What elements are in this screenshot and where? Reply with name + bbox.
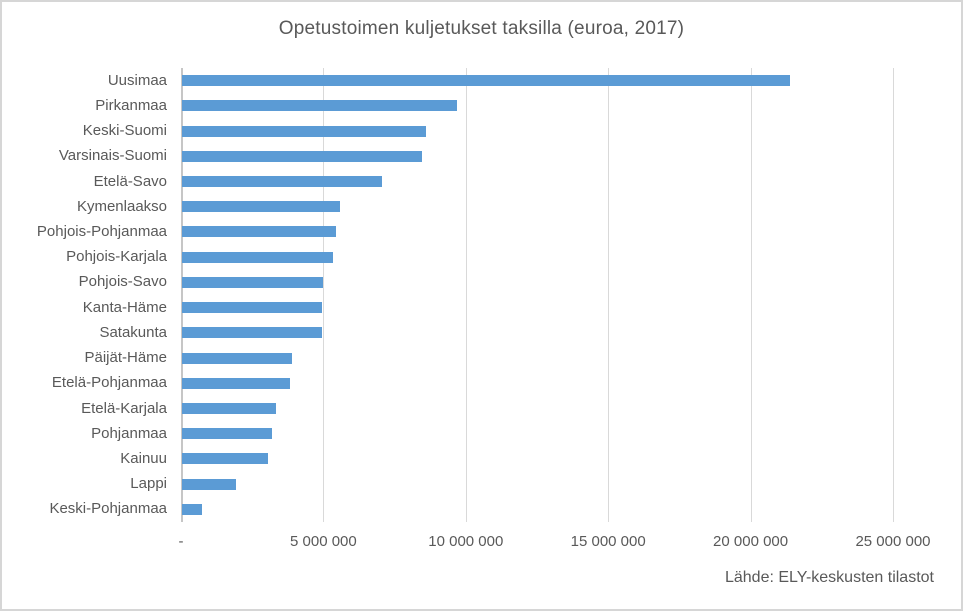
bar-etel-pohjanmaa [182, 377, 291, 389]
bar-pirkanmaa [182, 100, 458, 112]
category-label: Kymenlaakso [76, 197, 167, 215]
bar-kymenlaakso [182, 201, 341, 213]
x-tick-label: 20 000 000 [713, 533, 789, 550]
bar-uusimaa [182, 75, 790, 87]
category-label: Lappi [130, 475, 167, 493]
category-label: Keski-Suomi [82, 122, 167, 140]
gridline [466, 68, 467, 522]
y-axis-line [181, 68, 183, 522]
gridline [608, 68, 609, 522]
x-tick-label: 15 000 000 [570, 533, 646, 550]
bar-pohjois-pohjanmaa [182, 226, 336, 238]
bar-lappi [182, 478, 237, 490]
bar-p-ij-t-h-me [182, 352, 292, 364]
gridline [751, 68, 752, 522]
chart-title: Opetustoimen kuljetukset taksilla (euroa… [278, 18, 685, 39]
category-label: Pohjois-Savo [78, 273, 167, 291]
source-note: Lähde: ELY-keskusten tilastot [724, 569, 934, 586]
bar-pohjois-savo [182, 276, 324, 288]
plot-area [181, 68, 894, 522]
category-label: Etelä-Savo [93, 172, 167, 190]
bar-pohjanmaa [182, 428, 272, 440]
bar-keski-pohjanmaa [182, 503, 202, 515]
category-label: Kanta-Häme [82, 298, 167, 316]
category-label: Uusimaa [107, 71, 167, 89]
category-label: Etelä-Pohjanmaa [51, 374, 167, 392]
bar-varsinais-suomi [182, 150, 422, 162]
x-tick-label: 10 000 000 [428, 533, 504, 550]
category-label: Kainuu [120, 449, 167, 467]
category-label: Pohjanmaa [91, 424, 167, 442]
category-label: Päijät-Häme [84, 349, 167, 367]
category-label: Varsinais-Suomi [58, 147, 167, 165]
gridline [893, 68, 894, 522]
bar-keski-suomi [182, 125, 426, 137]
category-label: Etelä-Karjala [81, 399, 167, 417]
bar-kanta-h-me [182, 302, 322, 314]
x-tick-label: - [178, 533, 184, 550]
category-label: Satakunta [99, 323, 167, 341]
bar-etel-karjala [182, 403, 277, 414]
bar-kainuu [182, 453, 268, 465]
category-label: Pohjois-Karjala [66, 248, 167, 266]
bar-etel-savo [182, 176, 382, 187]
gridline [323, 68, 324, 522]
category-label: Pohjois-Pohjanmaa [36, 222, 167, 240]
category-label: Keski-Pohjanmaa [49, 500, 167, 518]
bar-satakunta [182, 327, 322, 339]
x-tick-label: 25 000 000 [855, 533, 931, 550]
x-tick-label: 5 000 000 [290, 533, 357, 550]
bar-pohjois-karjala [182, 251, 334, 263]
category-label: Pirkanmaa [95, 96, 167, 114]
